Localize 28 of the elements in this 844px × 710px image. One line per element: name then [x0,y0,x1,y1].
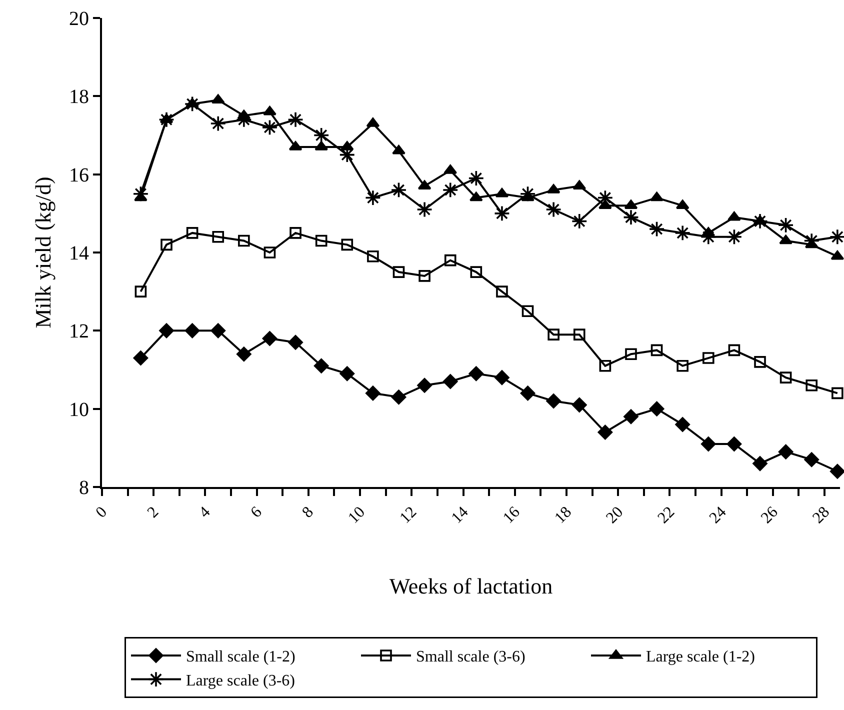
legend-label: Small scale (3-6) [416,648,526,666]
legend-label: Large scale (1-2) [646,648,755,666]
x-tick-label: 18 [552,504,575,527]
x-tick-label: 22 [654,504,678,527]
x-tick-label: 16 [500,504,524,527]
x-tick-label: 24 [706,504,730,527]
y-axis-title: Milk yield (kg/d) [30,176,56,328]
y-tick-label: 10 [69,398,89,421]
x-tick-label: 28 [810,504,834,527]
x-tick-label: 14 [448,504,472,527]
x-tick-label: 2 [144,504,162,522]
x-tick-label: 12 [396,504,420,527]
y-tick-label: 12 [69,320,89,343]
x-tick-label: 10 [345,504,369,527]
y-tick-label: 8 [79,477,89,499]
y-tick-label: 20 [69,8,89,30]
x-tick-label: 4 [196,504,214,522]
x-tick-label: 6 [248,504,266,522]
x-tick-label: 26 [758,504,782,527]
legend-label: Large scale (3-6) [186,672,295,690]
x-tick-label: 8 [299,504,317,522]
x-tick-label: 0 [92,504,110,522]
y-tick-label: 16 [69,164,89,186]
x-axis-title: Weeks of lactation [389,573,553,598]
x-tick-label: 20 [603,504,627,527]
legend-label: Small scale (1-2) [186,648,296,666]
y-tick-label: 14 [69,242,89,264]
y-tick-label: 18 [69,86,89,108]
